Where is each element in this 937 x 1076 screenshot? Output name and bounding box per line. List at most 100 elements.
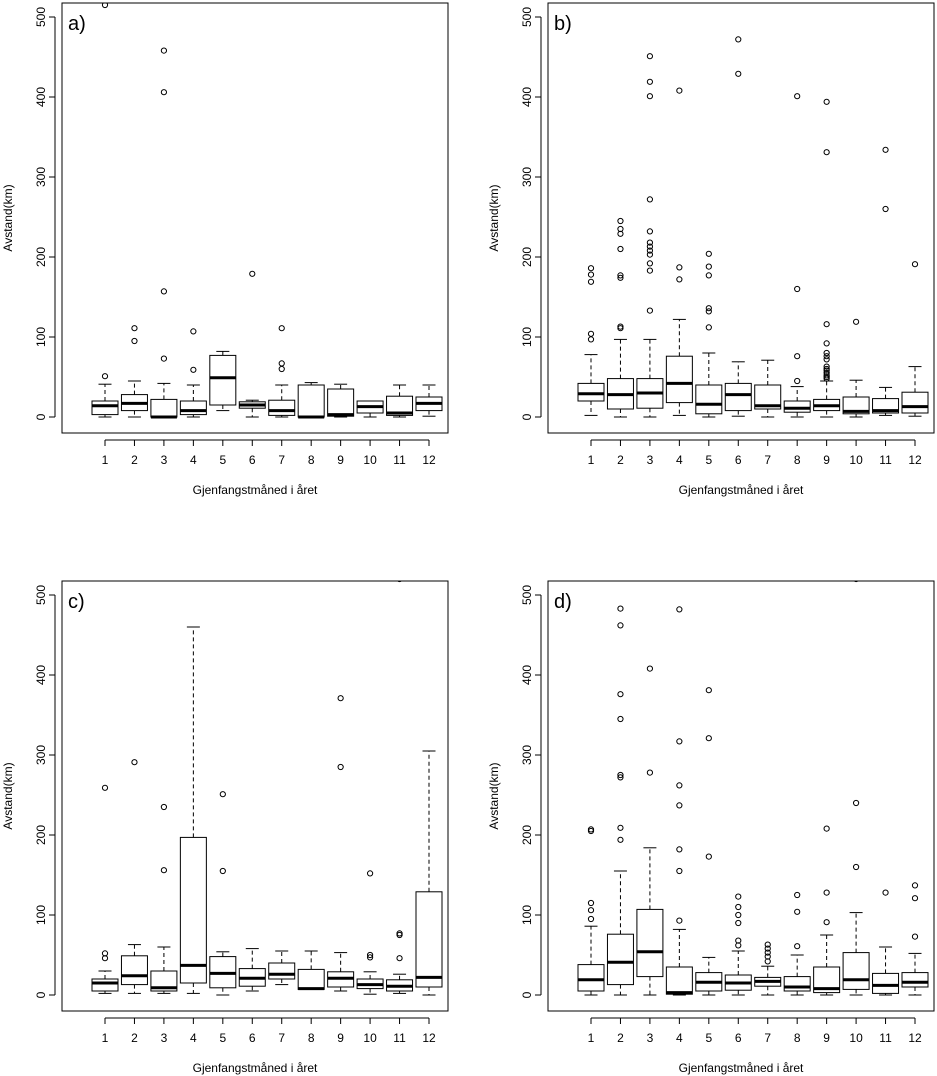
outlier-point: [617, 824, 624, 831]
outlier-point: [735, 70, 742, 77]
box-month-3: [150, 803, 178, 994]
outlier-point: [101, 950, 109, 957]
y-tick-label: 500: [34, 7, 48, 27]
box-month-7: [268, 325, 296, 418]
y-tick-label: 0: [520, 991, 534, 998]
outlier-point: [160, 89, 168, 96]
outlier-point: [617, 323, 624, 330]
outlier-point: [852, 863, 860, 871]
box-month-10: [356, 400, 384, 418]
outlier-point: [823, 919, 830, 926]
outlier-point: [794, 377, 801, 385]
x-tick-label: 12: [422, 453, 436, 467]
outlier-point: [823, 369, 830, 377]
x-tick-label: 2: [617, 453, 624, 467]
x-tick-label: 3: [161, 1031, 168, 1045]
x-tick-label: 10: [849, 453, 863, 467]
outlier-point: [587, 278, 595, 285]
plot-area: [91, 581, 443, 996]
box-month-1: [91, 784, 119, 994]
x-tick-label: 11: [393, 453, 406, 467]
box-month-6: [238, 270, 266, 418]
y-tick-label: 100: [520, 327, 534, 347]
outlier-point: [646, 228, 654, 235]
outlier-point: [794, 93, 801, 100]
outlier-point: [735, 937, 742, 944]
outlier-point: [366, 870, 374, 877]
outlier-point: [617, 272, 624, 279]
x-tick-label: 12: [422, 1031, 436, 1045]
box-month-1: [577, 265, 605, 416]
outlier-point: [705, 853, 712, 860]
box-month-8: [297, 382, 325, 419]
box-month-5: [695, 250, 723, 418]
box-month-2: [606, 605, 634, 996]
box-month-2: [120, 759, 148, 994]
outlier-point: [911, 895, 919, 902]
box-month-6: [724, 36, 752, 417]
box-iqr: [415, 891, 443, 988]
outlier-point: [587, 826, 595, 833]
y-tick-label: 200: [34, 247, 48, 267]
outlier-point: [676, 867, 683, 875]
outlier-point: [705, 272, 712, 279]
box-iqr: [297, 384, 325, 418]
y-tick-label: 0: [34, 991, 48, 998]
x-tick-label: 7: [278, 453, 285, 467]
y-tick-label: 400: [34, 665, 48, 685]
outlier-point: [705, 687, 712, 694]
outlier-point: [764, 953, 771, 960]
y-tick-label: 300: [520, 745, 534, 765]
x-tick-label: 5: [219, 1031, 226, 1045]
box-iqr: [297, 968, 325, 990]
outlier-point: [337, 695, 344, 702]
panel-label: a): [68, 13, 86, 35]
y-axis-title: Avstand(km): [1, 184, 15, 251]
outlier-point: [617, 225, 624, 233]
box-month-5: [695, 687, 723, 996]
outlier-point: [366, 954, 374, 961]
outlier-point: [160, 355, 168, 362]
outlier-point: [131, 337, 138, 345]
box-iqr: [842, 396, 870, 415]
box-month-4: [179, 328, 207, 418]
y-tick-label: 500: [520, 585, 534, 605]
x-axis-title: Gjenfangstmåned i året: [193, 483, 318, 497]
outlier-point: [160, 47, 168, 54]
outlier-point: [823, 349, 830, 357]
outlier-point: [823, 889, 830, 896]
outlier-point: [617, 715, 624, 723]
outlier-point: [587, 271, 595, 278]
outlier-point: [735, 919, 742, 927]
x-tick-label: 7: [764, 453, 771, 467]
box-month-5: [209, 791, 237, 996]
outlier-point: [794, 908, 801, 915]
y-tick-label: 300: [34, 167, 48, 187]
outlier-point: [823, 353, 830, 360]
x-tick-label: 1: [102, 1031, 109, 1045]
outlier-point: [794, 943, 801, 950]
box-iqr: [209, 354, 237, 406]
outlier-point: [617, 771, 624, 779]
outlier-point: [823, 149, 830, 156]
outlier-point: [278, 365, 285, 373]
outlier-point: [823, 365, 830, 373]
outlier-point: [219, 867, 226, 875]
x-tick-label: 2: [131, 1031, 138, 1045]
outlier-point: [646, 267, 654, 274]
x-tick-label: 4: [676, 453, 683, 467]
outlier-point: [397, 581, 402, 583]
box-month-12: [901, 261, 929, 417]
x-axis-title: Gjenfangstmåned i året: [679, 483, 804, 497]
outlier-point: [676, 264, 683, 271]
outlier-point: [764, 945, 771, 952]
outlier-point: [101, 784, 109, 791]
y-tick-label: 500: [34, 585, 48, 605]
x-tick-label: 5: [705, 1031, 712, 1045]
outlier-point: [396, 930, 403, 937]
y-tick-label: 400: [34, 87, 48, 107]
outlier-point: [646, 260, 654, 267]
box-month-7: [754, 941, 782, 996]
